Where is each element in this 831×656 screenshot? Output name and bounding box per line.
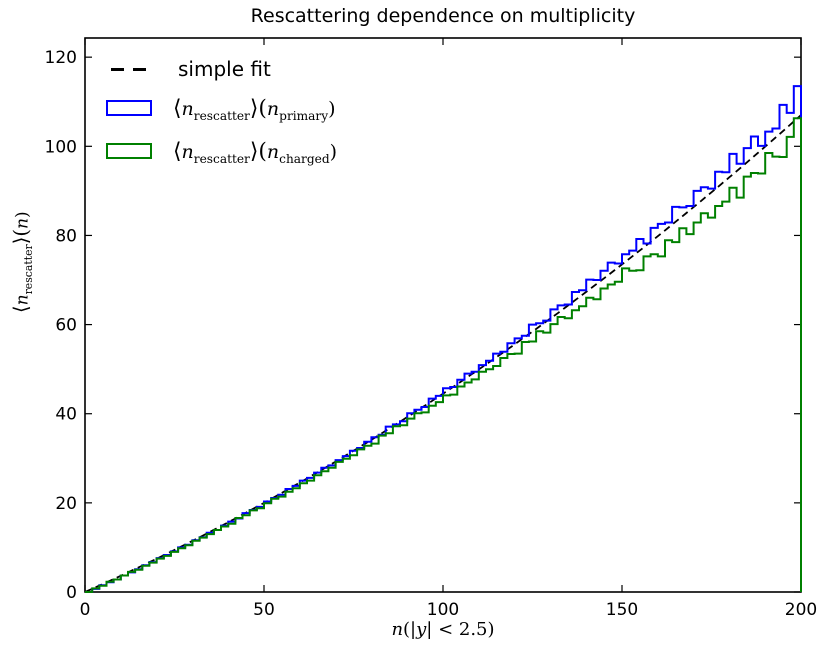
dashed-line-sample: [106, 67, 161, 71]
dash-segment: [133, 67, 146, 71]
y-tick-label: 120: [45, 48, 77, 68]
legend-label-simple-fit: simple fit: [178, 57, 271, 81]
y-tick-label: 40: [55, 405, 77, 425]
legend-label-charged: ⟨nrescatter⟩(ncharged): [173, 138, 338, 166]
x-tick-label: 200: [785, 600, 817, 620]
x-tick-label: 50: [253, 600, 275, 620]
blue-rect-icon: [106, 100, 152, 116]
green-rect-icon: [106, 143, 152, 159]
legend-item-primary[interactable]: ⟨nrescatter⟩(nprimary): [106, 92, 336, 124]
y-tick-label: 100: [45, 137, 77, 157]
y-tick-label: 60: [55, 316, 77, 336]
legend-item-charged[interactable]: ⟨nrescatter⟩(ncharged): [106, 135, 337, 167]
x-axis-label: n(|y| < 2.5): [391, 619, 495, 640]
x-tick-label: 100: [427, 600, 459, 620]
green-histogram-sample: [106, 143, 156, 159]
dash-gap: [124, 68, 133, 71]
legend-label-primary: ⟨nrescatter⟩(nprimary): [173, 95, 336, 123]
chart-title: Rescattering dependence on multiplicity: [250, 5, 636, 27]
blue-histogram-sample: [106, 100, 156, 116]
x-tick-label: 150: [606, 600, 638, 620]
x-tick-label: 0: [80, 600, 91, 620]
dash-segment: [111, 67, 124, 71]
y-tick-label: 80: [55, 226, 77, 246]
charged-step-histogram: [85, 117, 802, 593]
y-tick-label: 20: [55, 494, 77, 514]
fit-line: [84, 114, 802, 593]
legend-item-simple-fit[interactable]: simple fit: [106, 53, 271, 85]
y-tick-label: 0: [66, 583, 77, 603]
